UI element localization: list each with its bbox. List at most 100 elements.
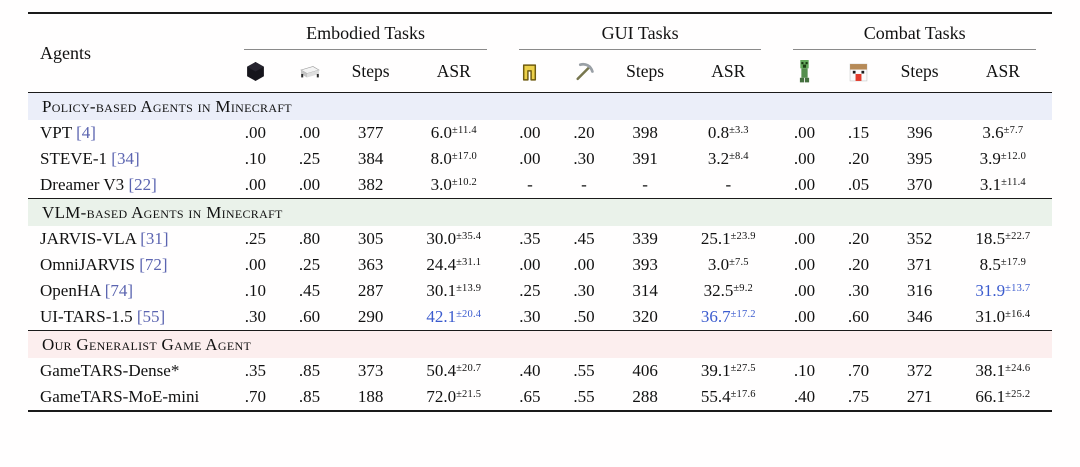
metric-value-cell: .10 xyxy=(777,358,831,384)
metric-value: 373 xyxy=(357,361,384,380)
metric-value: 352 xyxy=(906,229,933,248)
citation-link[interactable]: [72] xyxy=(139,255,168,274)
metric-value: .35 xyxy=(244,361,267,380)
metric-value-cell: - xyxy=(557,172,611,199)
metric-value-cell: .20 xyxy=(557,120,611,146)
metric-value: 3.2 xyxy=(707,149,730,168)
citation-link[interactable]: [55] xyxy=(136,307,166,326)
agent-name-cell: OmniJARVIS [72] xyxy=(28,252,228,278)
metric-value: 370 xyxy=(906,175,933,194)
metric-value: 18.5 xyxy=(975,229,1006,248)
metric-value-cell: .00 xyxy=(557,252,611,278)
steps-value-cell: 406 xyxy=(611,358,679,384)
metric-value: - xyxy=(527,175,533,194)
metric-value-cell: .55 xyxy=(557,384,611,411)
std-dev: ±21.5 xyxy=(456,389,482,400)
metric-value: .00 xyxy=(793,149,816,168)
agent-name: Dreamer V3 xyxy=(40,175,125,194)
metric-value-cell: .05 xyxy=(831,172,885,199)
metric-value: .45 xyxy=(298,281,321,300)
bed-icon xyxy=(282,50,336,93)
metric-value: .55 xyxy=(573,387,595,406)
metric-value: 396 xyxy=(906,123,933,142)
metric-value: 3.6 xyxy=(982,123,1004,142)
agent-name-cell: STEVE-1 [34] xyxy=(28,146,228,172)
citation-link[interactable]: [22] xyxy=(128,175,157,194)
metric-value-cell: .00 xyxy=(282,120,336,146)
citation-link[interactable]: [4] xyxy=(76,123,96,142)
metric-value: 406 xyxy=(632,361,658,380)
metric-value: .00 xyxy=(298,175,321,194)
metric-value: .25 xyxy=(244,229,267,248)
std-dev: ±17.9 xyxy=(1000,257,1027,268)
metric-value: 188 xyxy=(357,387,384,406)
metric-value: .00 xyxy=(298,123,321,142)
citation-link[interactable]: [74] xyxy=(104,281,134,300)
metric-value: 66.1 xyxy=(975,387,1006,406)
asr-value-cell: 30.0±35.4 xyxy=(405,226,503,252)
std-dev: ±16.4 xyxy=(1005,309,1031,320)
metric-value-cell: .20 xyxy=(831,226,885,252)
metric-value-cell: .00 xyxy=(228,252,282,278)
metric-value: .60 xyxy=(847,307,870,326)
metric-value: 6.0 xyxy=(430,123,453,142)
citation-link[interactable]: [31] xyxy=(140,229,169,248)
metric-value-cell: .00 xyxy=(777,172,831,199)
metric-value: .35 xyxy=(519,229,541,248)
steps-value-cell: 305 xyxy=(337,226,405,252)
table-row: OmniJARVIS [72] .00 .25 363 24.4±31.1 .00 .00 3… xyxy=(28,252,1052,278)
metric-value-cell: .70 xyxy=(228,384,282,411)
metric-value: .00 xyxy=(244,255,267,274)
metric-value: .00 xyxy=(793,175,816,194)
std-dev: ±20.7 xyxy=(456,363,482,374)
steps-value-cell: 288 xyxy=(611,384,679,411)
std-dev: ±8.4 xyxy=(729,151,749,162)
metric-value-cell: .30 xyxy=(557,278,611,304)
std-dev: ±31.1 xyxy=(456,257,482,268)
metric-value: .00 xyxy=(244,123,267,142)
steps-value-cell: 393 xyxy=(611,252,679,278)
std-dev: ±13.7 xyxy=(1005,283,1031,294)
steps-column-header: Steps xyxy=(351,60,390,81)
std-dev: ±17.6 xyxy=(730,389,756,400)
metric-value: 382 xyxy=(357,175,384,194)
metric-value: .25 xyxy=(298,149,321,168)
asr-column-header: ASR xyxy=(711,60,746,81)
steps-value-cell: 352 xyxy=(886,226,954,252)
steps-column-header: Steps xyxy=(900,60,939,81)
asr-value-cell: 0.8±3.3 xyxy=(679,120,777,146)
table-row: STEVE-1 [34] .10 .25 384 8.0±17.0 .00 .30 391 3.… xyxy=(28,146,1052,172)
metric-value: 3.1 xyxy=(979,175,1002,194)
std-dev: ±7.5 xyxy=(729,257,749,268)
std-dev: ±7.7 xyxy=(1003,125,1024,136)
steps-column-header: Steps xyxy=(626,60,665,81)
std-dev: ±22.7 xyxy=(1005,231,1031,242)
metric-header-row: Steps ASR Steps ASR xyxy=(28,50,1052,93)
obsidian-block-icon xyxy=(228,50,282,93)
std-dev: ±13.9 xyxy=(456,283,482,294)
metric-value: .40 xyxy=(793,387,816,406)
steps-value-cell: 391 xyxy=(611,146,679,172)
table-row: GameTARS-MoE-mini .70 .85 188 72.0±21.5 .65 .5… xyxy=(28,384,1052,411)
metric-value: 363 xyxy=(357,255,384,274)
metric-value: .00 xyxy=(519,149,541,168)
steps-value-cell: 377 xyxy=(337,120,405,146)
asr-value-cell: 3.0±7.5 xyxy=(679,252,777,278)
section-title: Policy-based Agents in Minecraft xyxy=(28,92,1052,120)
agent-name-cell: VPT [4] xyxy=(28,120,228,146)
asr-value-cell: 39.1±27.5 xyxy=(679,358,777,384)
metric-value: .20 xyxy=(847,149,870,168)
metric-value: 32.5 xyxy=(703,281,734,300)
metric-value-cell: .75 xyxy=(831,384,885,411)
metric-value: 8.0 xyxy=(430,149,452,168)
metric-value: 371 xyxy=(906,255,933,274)
citation-link[interactable]: [34] xyxy=(111,149,140,168)
metric-value-cell: .00 xyxy=(777,146,831,172)
metric-value-cell: .65 xyxy=(503,384,557,411)
metric-value-cell: .00 xyxy=(777,304,831,331)
metric-value: .10 xyxy=(244,149,267,168)
metric-value-cell: .00 xyxy=(503,146,557,172)
std-dev: ±9.2 xyxy=(733,283,754,294)
metric-value-cell: .85 xyxy=(282,358,336,384)
table-row: UI-TARS-1.5 [55] .30 .60 290 42.1±20.4 .30 .50… xyxy=(28,304,1052,331)
